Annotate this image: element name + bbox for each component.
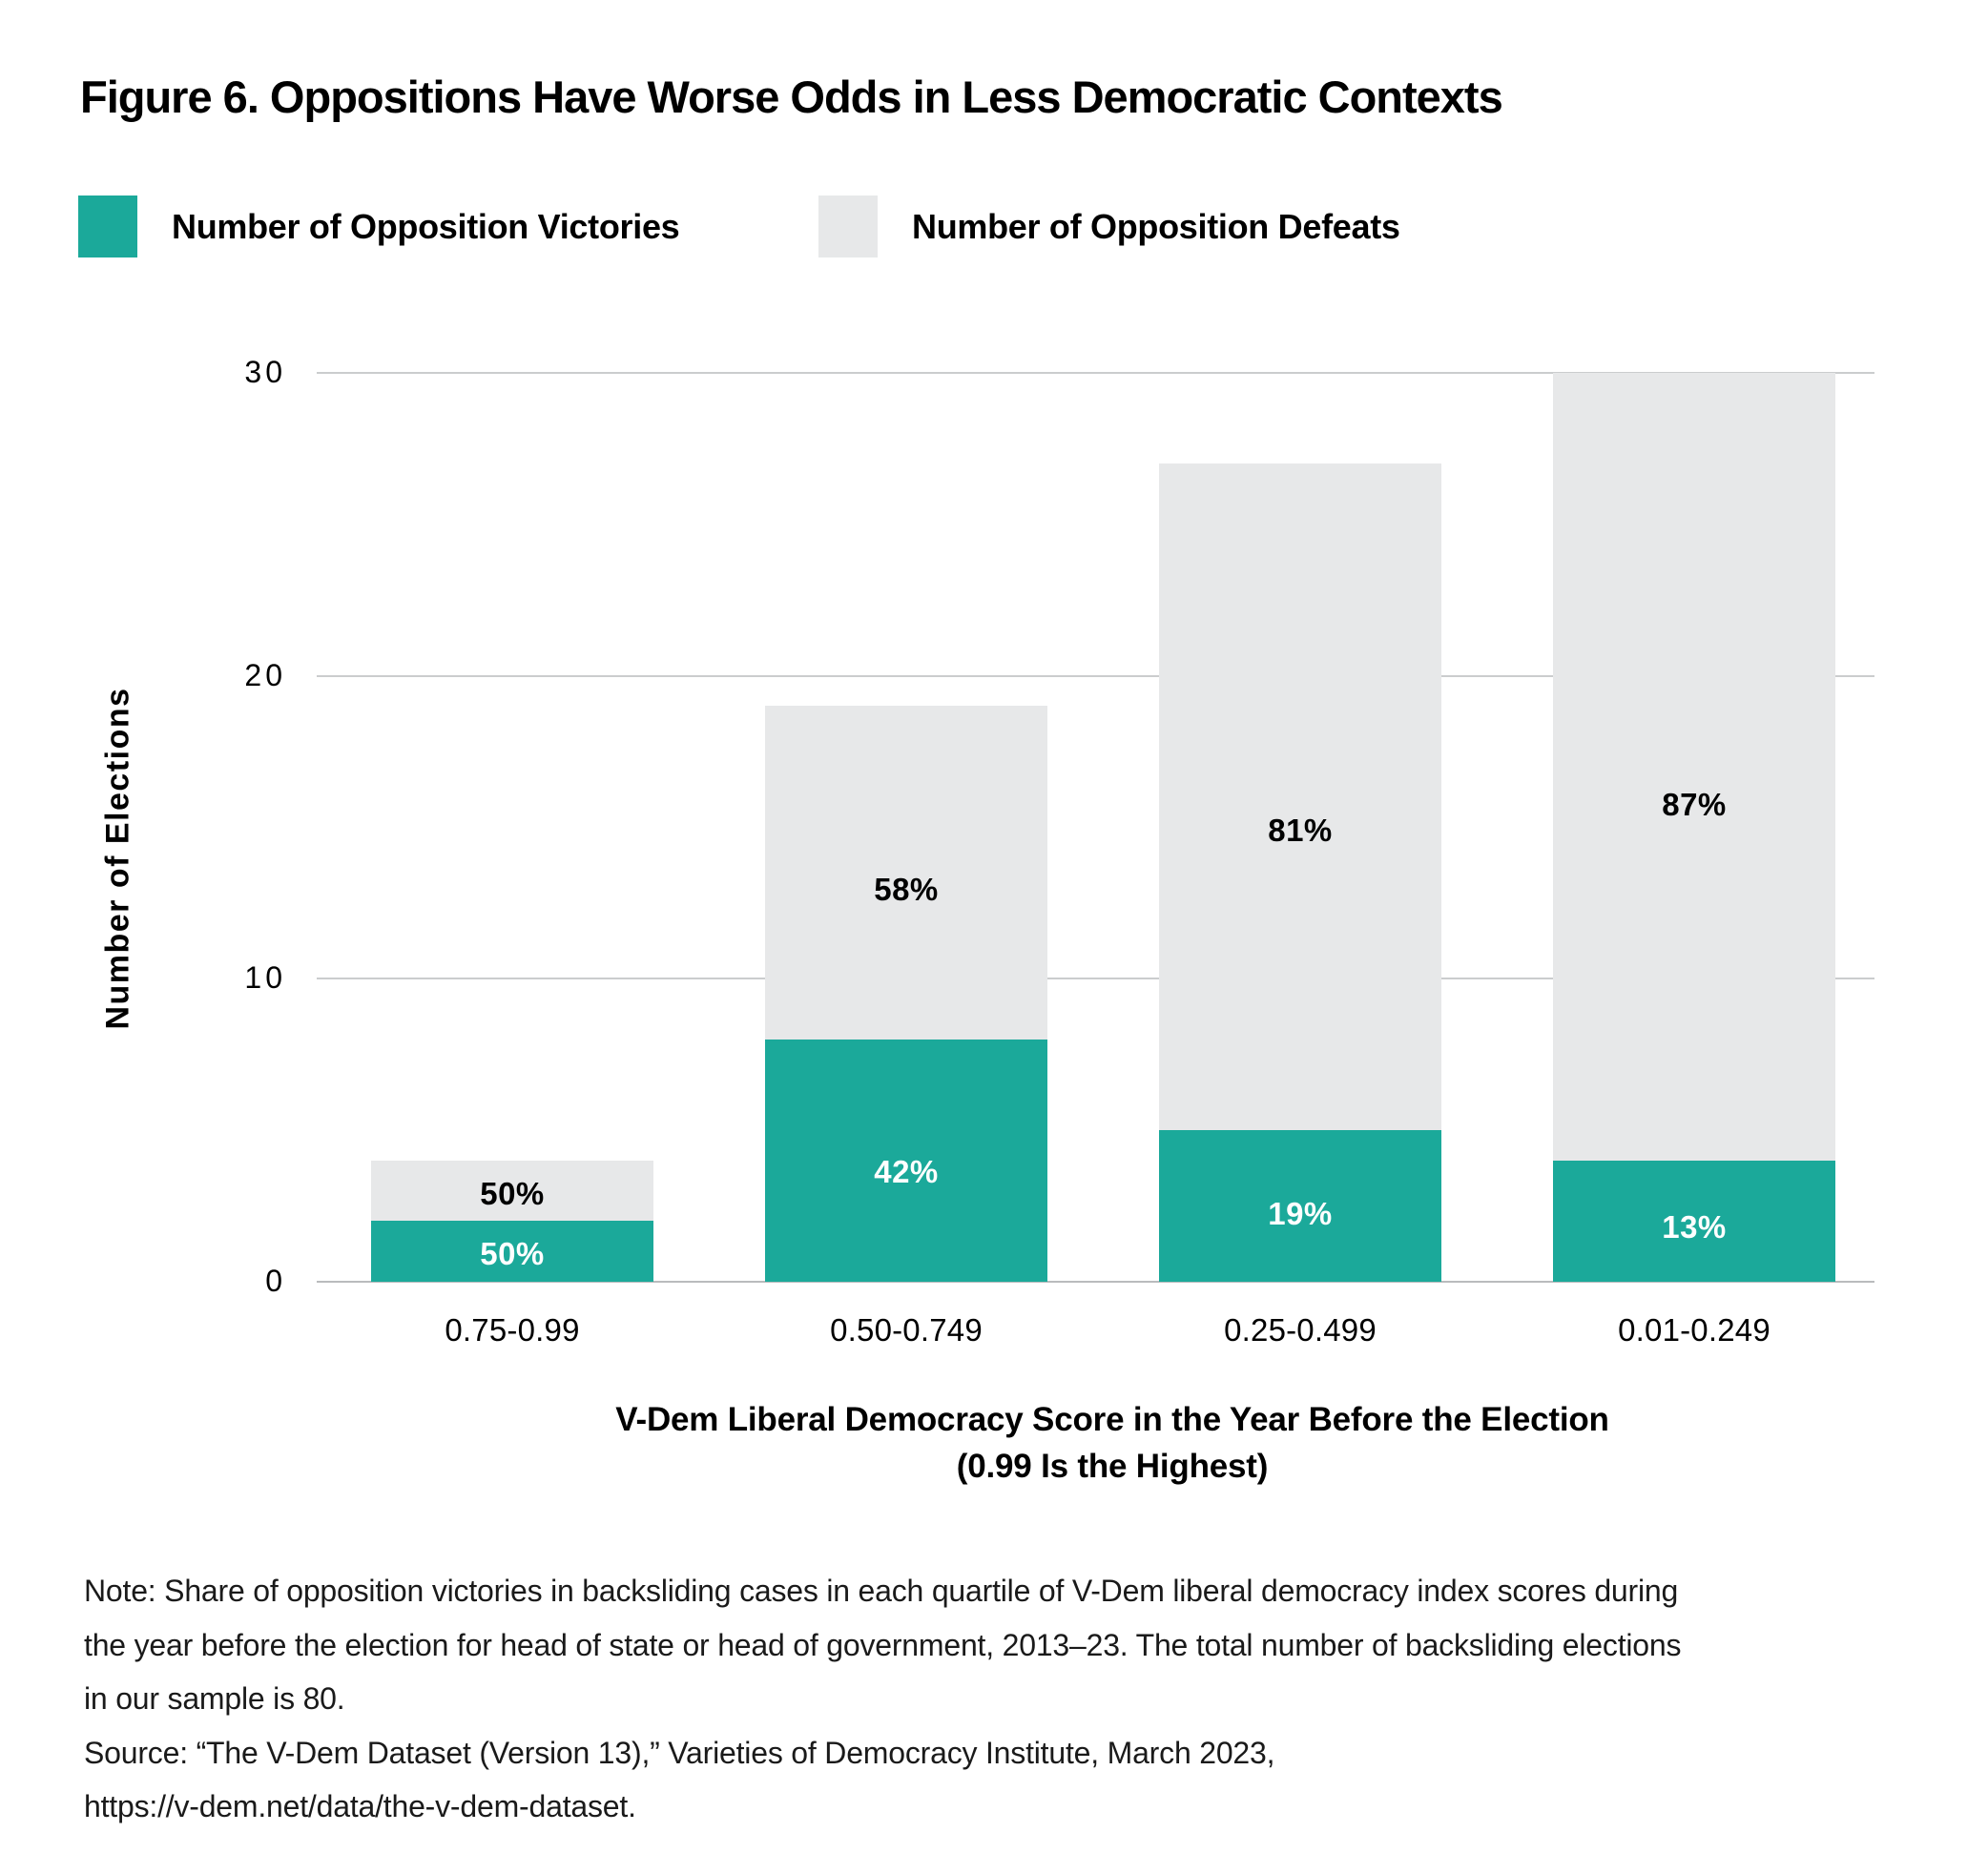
legend-swatch-victories bbox=[78, 196, 137, 257]
legend-item-defeats: Number of Opposition Defeats bbox=[818, 196, 1400, 257]
defeat-pct-label-0.75-0.99: 50% bbox=[480, 1175, 545, 1211]
bar-victories-0.25-0.499 bbox=[1159, 1130, 1441, 1282]
legend-item-victories: Number of Opposition Victories bbox=[78, 196, 680, 257]
bar-defeats-0.25-0.499 bbox=[1159, 463, 1441, 1131]
defeat-pct-label-0.50-0.749: 58% bbox=[874, 871, 939, 907]
bar-defeats-0.01-0.249 bbox=[1553, 373, 1835, 1161]
legend-label-defeats: Number of Opposition Defeats bbox=[912, 206, 1400, 246]
gridline-20 bbox=[317, 674, 1874, 677]
y-tick-label-10: 10 bbox=[244, 960, 286, 996]
defeat-pct-label-0.01-0.249: 87% bbox=[1662, 786, 1727, 822]
x-tick-label-0.25-0.499: 0.25-0.499 bbox=[1224, 1312, 1377, 1348]
legend-label-victories: Number of Opposition Victories bbox=[172, 206, 680, 246]
x-tick-label-0.50-0.749: 0.50-0.749 bbox=[830, 1312, 983, 1348]
plot-area: 0 10 20 30 50% 50% 0.75-0.99 58% 42% 0.50-0.749 81… bbox=[244, 355, 1874, 1348]
victory-pct-label-0.01-0.249: 13% bbox=[1662, 1208, 1727, 1245]
victory-pct-label-0.75-0.99: 50% bbox=[480, 1236, 545, 1272]
legend-swatch-defeats bbox=[818, 196, 878, 257]
x-axis-title-line1: V-Dem Liberal Democracy Score in the Yea… bbox=[615, 1401, 1609, 1438]
gridline-30 bbox=[317, 372, 1874, 374]
defeat-pct-label-0.25-0.499: 81% bbox=[1268, 812, 1333, 848]
victory-pct-label-0.50-0.749: 42% bbox=[874, 1153, 939, 1189]
gridline-10 bbox=[317, 978, 1874, 980]
victory-pct-label-0.25-0.499: 19% bbox=[1268, 1195, 1333, 1231]
note-and-source: Note: Share of opposition victories in b… bbox=[84, 1574, 1682, 1823]
y-tick-label-20: 20 bbox=[244, 657, 286, 692]
y-axis-title: Number of Elections bbox=[99, 687, 136, 1030]
x-axis-baseline bbox=[317, 1281, 1874, 1283]
figure-title: Figure 6. Oppositions Have Worse Odds in… bbox=[80, 72, 1503, 122]
bar-victories-0.50-0.749 bbox=[765, 1039, 1047, 1282]
y-tick-label-0: 0 bbox=[265, 1263, 286, 1298]
x-tick-label-0.75-0.99: 0.75-0.99 bbox=[445, 1312, 580, 1348]
y-tick-label-30: 30 bbox=[244, 354, 286, 389]
bar-defeats-0.75-0.99 bbox=[371, 1160, 653, 1222]
bar-victories-0.75-0.99 bbox=[371, 1221, 653, 1282]
x-axis-title: V-Dem Liberal Democracy Score in the Yea… bbox=[615, 1396, 1609, 1490]
bar-defeats-0.50-0.749 bbox=[765, 706, 1047, 1040]
bar-victories-0.01-0.249 bbox=[1553, 1160, 1835, 1282]
x-axis-title-line2: (0.99 Is the Highest) bbox=[956, 1448, 1269, 1485]
x-tick-label-0.01-0.249: 0.01-0.249 bbox=[1618, 1312, 1771, 1348]
